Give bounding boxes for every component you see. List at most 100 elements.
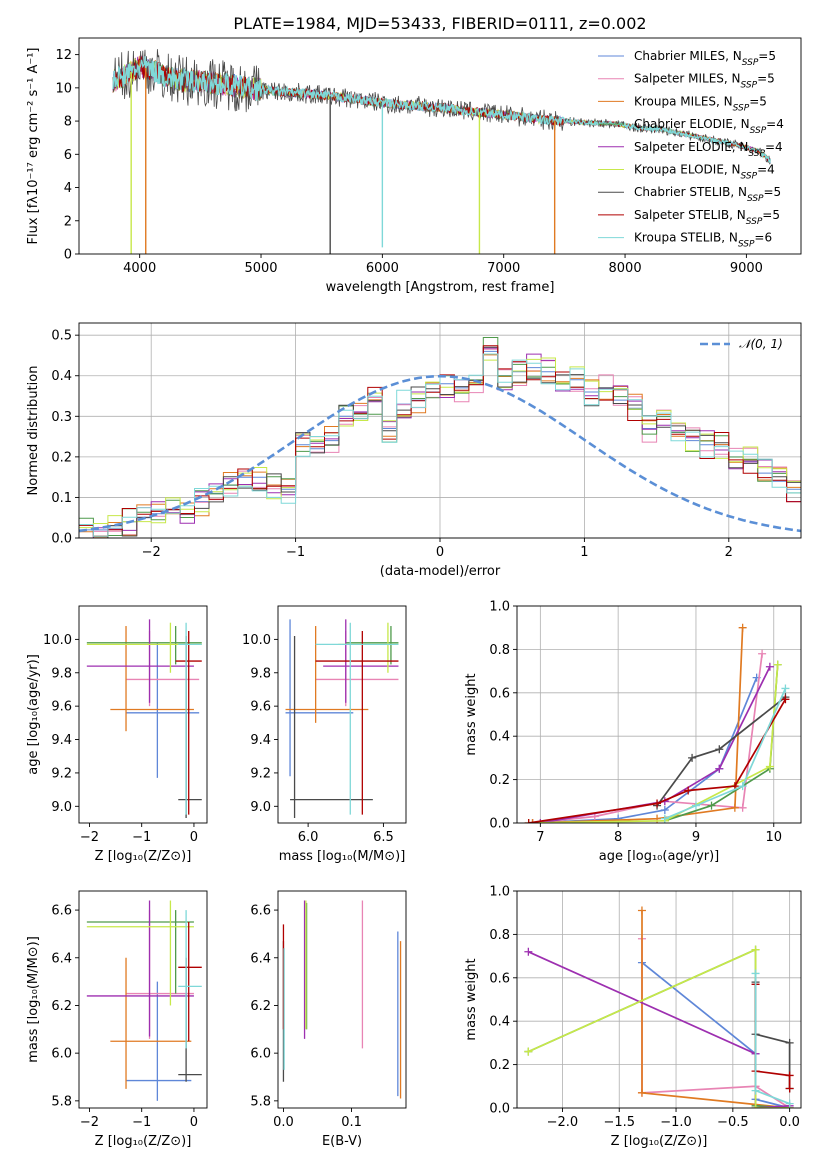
plot-area-mass_vs_Z: [86, 900, 202, 1101]
y-tick-label: 9.0: [51, 800, 72, 815]
y-axis-label: Normed distribution: [26, 366, 41, 496]
y-tick-label: 6.6: [250, 904, 271, 919]
axes-frame: [516, 605, 802, 824]
y-tick-label: 0.0: [489, 817, 510, 832]
legend-label-salp_stelib: Salpeter STELIB, NSSP=5: [634, 208, 780, 227]
y-tick-label: 9.2: [51, 766, 72, 781]
weight-marker-krou_stelib: [738, 782, 747, 791]
y-tick-label: 8: [64, 115, 72, 130]
legend-label-chab_stelib: Chabrier STELIB, NSSP=5: [634, 185, 781, 204]
x-tick-label: 0: [190, 830, 198, 845]
y-tick-label: 0.8: [489, 643, 510, 658]
weight-line-salp_miles: [532, 653, 763, 823]
axes-frame: [516, 890, 802, 1109]
x-tick-label: 7000: [487, 261, 520, 276]
weight-line-salp_miles: [641, 938, 791, 1108]
weight-line-krou_stelib: [664, 688, 787, 820]
x-tick-label: 1: [580, 545, 588, 560]
y-tick-label: 10: [55, 81, 72, 96]
y-tick-label: 0.2: [51, 450, 72, 465]
axes-frame: [277, 890, 407, 1109]
x-tick-label: −0.5: [717, 1115, 749, 1130]
x-tick-label: −2.0: [547, 1115, 579, 1130]
weight-marker-salp_elodie: [536, 819, 545, 823]
y-tick-label: 6.4: [51, 951, 72, 966]
y-tick-label: 0.8: [489, 928, 510, 943]
plots-layer: 4000 5000 6000 7000 8000 9000024681012wavelen…: [26, 37, 802, 1149]
weight-marker-salp_elodie: [715, 764, 724, 773]
x-tick-label: 9: [692, 830, 700, 845]
x-tick-label: 6.5: [373, 830, 394, 845]
axes-age_vs_mass: 6.0 6.5 9.0 9.2 9.4 9.6 9.8 10.0 mass [log₁₀(M/M…: [242, 605, 407, 864]
weight-line-chab_stelib: [656, 696, 786, 807]
x-tick-label: 0.0: [779, 1115, 800, 1130]
legend-label-krou_miles: Kroupa MILES, NSSP=5: [634, 94, 767, 113]
x-tick-label: 0.0: [273, 1115, 294, 1130]
weight-marker-krou_stelib: [785, 1099, 794, 1108]
y-tick-label: 6.6: [51, 904, 72, 919]
y-tick-label: 10.0: [43, 633, 72, 648]
weight-marker-krou_miles: [637, 1088, 646, 1097]
x-tick-label: 0: [190, 1115, 198, 1130]
weight-marker-chab_stelib: [785, 1038, 794, 1047]
x-tick-label: −1.0: [660, 1115, 692, 1130]
y-tick-label: 0.0: [489, 1102, 510, 1117]
weight-marker-krou_stelib: [751, 1086, 760, 1095]
weight-marker-salp_miles: [738, 803, 747, 812]
x-tick-label: 10: [765, 830, 782, 845]
y-tick-label: 9.6: [250, 700, 271, 715]
x-axis-label: Z [log₁₀(Z/Z⊙)]: [611, 1134, 708, 1149]
weight-marker-salp_stelib: [684, 786, 693, 795]
y-tick-label: 0.1: [51, 491, 72, 506]
y-axis-label: age [log₁₀(age/yr)]: [26, 654, 41, 775]
weight-line-krou_miles: [641, 910, 790, 1108]
legend-label-salp_miles: Salpeter MILES, NSSP=5: [634, 72, 775, 91]
weight-marker-salp_miles: [758, 649, 767, 658]
weight-marker-krou_elodie: [773, 660, 782, 669]
plot-area-residuals: [79, 337, 801, 538]
x-tick-label: 6000: [366, 261, 399, 276]
weight-marker-salp_stelib: [785, 1084, 794, 1093]
weight-line-salp_stelib: [754, 984, 791, 1089]
x-tick-label: −1: [286, 545, 305, 560]
weight-line-krou_elodie: [528, 948, 790, 1108]
axes-weight_vs_Z: −2.0 −1.5 −1.0 −0.5 0.0 0.0 0.2 0.4 0.6 0.8 1.0 Z […: [464, 885, 802, 1149]
weight-marker-krou_elodie: [765, 762, 774, 771]
weight-marker-krou_stelib: [691, 801, 700, 810]
x-axis-label: Z [log₁₀(Z/Z⊙)]: [95, 1134, 192, 1149]
x-tick-label: −2: [80, 830, 99, 845]
x-axis-label: age [log₁₀(age/yr)]: [599, 849, 720, 864]
y-tick-label: 9.0: [250, 800, 271, 815]
y-tick-label: 9.4: [51, 733, 72, 748]
y-tick-label: 6.0: [250, 1047, 271, 1062]
axes-spectrum: 4000 5000 6000 7000 8000 9000 0 2 4 6 8 10 12 wavelen…: [26, 37, 802, 295]
weight-marker-chab_stelib: [715, 745, 724, 754]
axes-weight_vs_age: 7 8 9 10 0.0 0.2 0.4 0.6 0.8 1.0 age [log₁₀(age/yr…: [464, 600, 802, 864]
y-tick-label: 6.4: [250, 951, 271, 966]
weight-marker-salp_stelib: [785, 1071, 794, 1080]
weight-marker-chab_stelib: [688, 753, 697, 762]
y-tick-label: 6.2: [51, 999, 72, 1014]
weight-line-chab_miles: [532, 677, 758, 823]
legend-label-krou_elodie: Kroupa ELODIE, NSSP=4: [634, 163, 775, 182]
axes-frame: [277, 605, 407, 824]
y-tick-label: 0.4: [489, 1015, 510, 1030]
y-axis-label: mass weight: [464, 958, 479, 1040]
plot-area-mass_vs_ebv: [282, 900, 402, 1099]
y-tick-label: 9.6: [51, 700, 72, 715]
x-axis-label: E(B-V): [322, 1134, 362, 1149]
weight-marker-chab_miles: [660, 805, 669, 814]
weight-marker-krou_miles: [730, 803, 739, 812]
x-tick-label: −2: [80, 1115, 99, 1130]
x-tick-label: 7: [536, 830, 544, 845]
y-tick-label: 9.4: [250, 733, 271, 748]
x-axis-label: mass [log₁₀(M/M⊙)]: [279, 849, 406, 864]
x-tick-label: 4000: [123, 261, 156, 276]
axes-frame: [78, 605, 208, 824]
y-tick-label: 9.2: [250, 766, 271, 781]
legend-label-gaussian: 𝒩(0, 1): [739, 337, 783, 351]
x-tick-label: 2: [725, 545, 733, 560]
y-tick-label: 0.4: [51, 369, 72, 384]
axes-mass_vs_Z: −2 −1 0 5.8 6.0 6.2 6.4 6.6 Z [log₁₀(Z/Z⊙)] mass …: [26, 890, 208, 1149]
weight-marker-krou_elodie: [524, 1047, 533, 1056]
